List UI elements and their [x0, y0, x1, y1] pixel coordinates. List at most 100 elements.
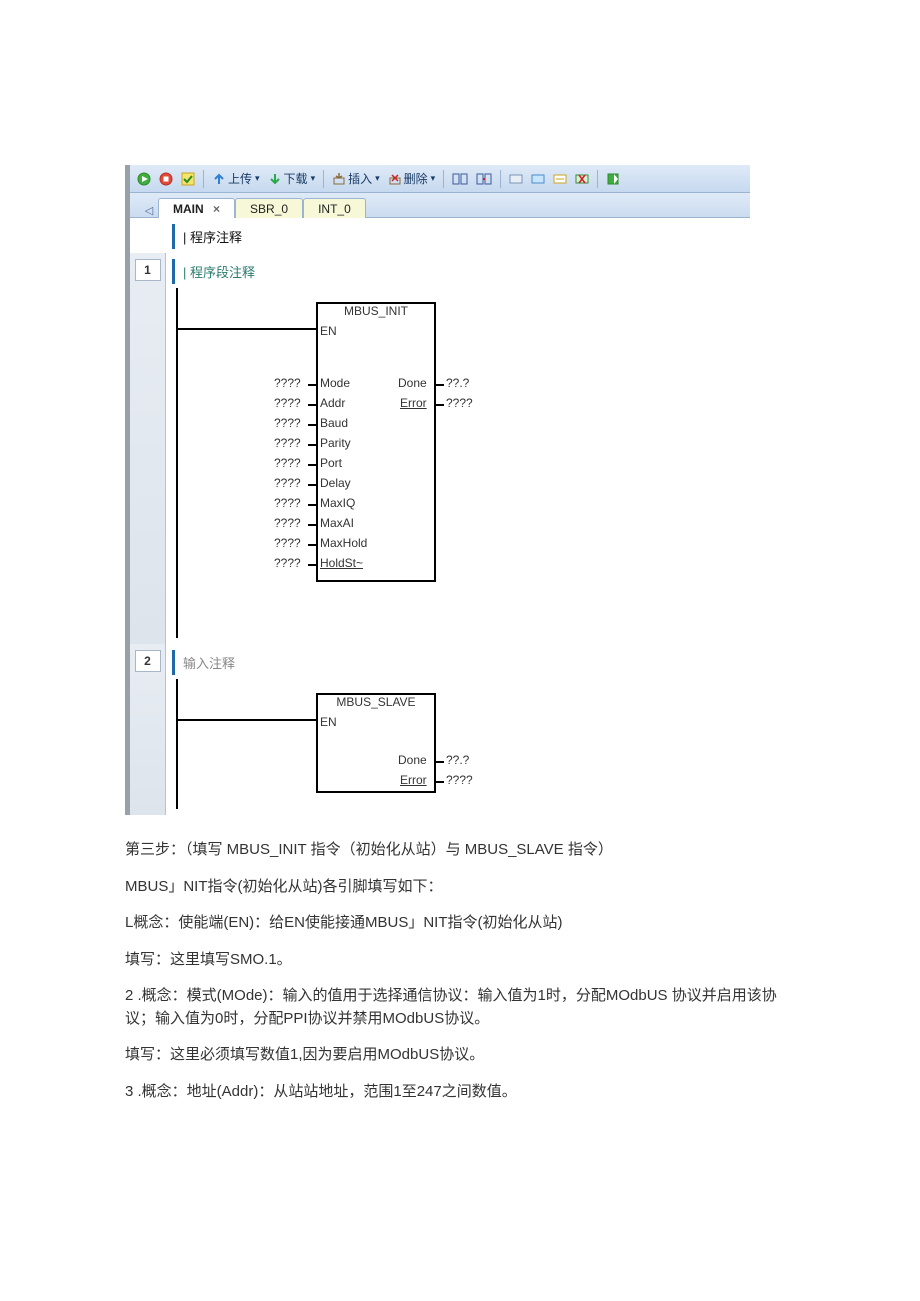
- doc-p2: MBUS」NIT指令(初始化从站)各引脚填写如下：: [125, 876, 800, 899]
- pin-label: MaxAI: [320, 516, 354, 530]
- pin-label: Delay: [320, 476, 351, 490]
- pin-stub: [308, 404, 316, 406]
- network-gutter: 1: [130, 253, 166, 644]
- download-label: 下载: [284, 170, 308, 187]
- pin-label: HoldSt~: [320, 556, 363, 570]
- pin-label: Error: [400, 773, 427, 787]
- doc-p7: 3 .概念：地址(Addr)：从站站地址，范围1至247之间数值。: [125, 1081, 800, 1104]
- run-icon[interactable]: [134, 168, 154, 190]
- doc-p1: 第三步：（填写 MBUS_INIT 指令（初始化从站）与 MBUS_SLAVE …: [125, 839, 800, 862]
- close-icon[interactable]: ×: [213, 202, 220, 216]
- pin-stub: [308, 424, 316, 426]
- network-number: 2: [135, 650, 161, 672]
- pin-value[interactable]: ????: [446, 773, 473, 787]
- pin-value[interactable]: ????: [274, 416, 301, 430]
- tab-sbr0[interactable]: SBR_0: [235, 198, 303, 218]
- ladder-editor: | 程序注释 1 | 程序段注释 MBUS_INIT EN: [130, 224, 750, 815]
- program-comment[interactable]: | 程序注释: [172, 224, 750, 249]
- pin-value[interactable]: ????: [274, 476, 301, 490]
- pin-value[interactable]: ????: [446, 396, 473, 410]
- pin-stub: [436, 761, 444, 763]
- insert-label: 插入: [348, 170, 372, 187]
- pin-label: Mode: [320, 376, 350, 390]
- page-root: 上传 ▾ 下载 ▾ 插入 ▾ 删除 ▾: [0, 0, 920, 1157]
- toolbar-separator: [203, 170, 204, 188]
- toolbar-separator: [443, 170, 444, 188]
- block-title: MBUS_INIT: [318, 304, 434, 318]
- dropdown-icon[interactable]: ▾: [311, 173, 316, 184]
- delete-label: 删除: [404, 170, 428, 187]
- pin-stub: [308, 504, 316, 506]
- pin-label: Port: [320, 456, 342, 470]
- tool-icon-d[interactable]: [528, 168, 548, 190]
- insert-button[interactable]: 插入 ▾: [329, 168, 383, 190]
- tab-sbr0-label: SBR_0: [250, 202, 288, 216]
- wire: [178, 328, 316, 330]
- pin-label: Done: [398, 753, 427, 767]
- tab-main-label: MAIN: [173, 202, 204, 216]
- pin-en: EN: [320, 324, 337, 338]
- rung-1[interactable]: MBUS_INIT EN ???? Mode ???? Addr: [166, 288, 750, 638]
- download-button[interactable]: 下载 ▾: [265, 168, 319, 190]
- tool-icon-g[interactable]: [603, 168, 623, 190]
- tab-main[interactable]: MAIN ×: [158, 198, 235, 218]
- scroll-left-icon[interactable]: ◁: [140, 204, 158, 217]
- doc-p5: 2 .概念：模式(MOde)：输入的值用于选择通信协议：输入值为1时，分配MOd…: [125, 985, 800, 1030]
- block-title: MBUS_SLAVE: [318, 695, 434, 709]
- pin-value[interactable]: ????: [274, 516, 301, 530]
- stop-icon[interactable]: [156, 168, 176, 190]
- pin-label: MaxHold: [320, 536, 367, 550]
- pin-en: EN: [320, 715, 337, 729]
- pin-value[interactable]: ????: [274, 396, 301, 410]
- pin-stub: [436, 781, 444, 783]
- left-power-rail: [176, 679, 178, 809]
- wire: [178, 719, 316, 721]
- pin-stub: [308, 484, 316, 486]
- tab-int0-label: INT_0: [318, 202, 351, 216]
- tool-icon-e[interactable]: [550, 168, 570, 190]
- pin-stub: [308, 564, 316, 566]
- segment-comment[interactable]: | 程序段注释: [172, 259, 750, 284]
- pin-value[interactable]: ??.?: [446, 376, 469, 390]
- delete-button[interactable]: 删除 ▾: [385, 168, 439, 190]
- pin-value[interactable]: ????: [274, 556, 301, 570]
- pin-label: Done: [398, 376, 427, 390]
- editor-toolbar: 上传 ▾ 下载 ▾ 插入 ▾ 删除 ▾: [130, 165, 750, 193]
- pin-value[interactable]: ????: [274, 456, 301, 470]
- pin-label: MaxIQ: [320, 496, 355, 510]
- pin-stub: [436, 384, 444, 386]
- pin-stub: [308, 524, 316, 526]
- pin-stub: [308, 464, 316, 466]
- left-power-rail: [176, 288, 178, 638]
- doc-p4: 填写：这里填写SMO.1。: [125, 949, 800, 972]
- input-comment[interactable]: 输入注释: [172, 650, 750, 675]
- pin-value[interactable]: ??.?: [446, 753, 469, 767]
- dropdown-icon[interactable]: ▾: [431, 173, 436, 184]
- network-1: 1 | 程序段注释 MBUS_INIT EN: [130, 253, 750, 644]
- tool-icon-f[interactable]: [572, 168, 592, 190]
- toolbar-separator: [597, 170, 598, 188]
- pin-value[interactable]: ????: [274, 536, 301, 550]
- rung-2[interactable]: MBUS_SLAVE EN Done ??.? Error ????: [166, 679, 750, 809]
- pin-stub: [308, 384, 316, 386]
- toolbar-separator: [500, 170, 501, 188]
- pin-value[interactable]: ????: [274, 376, 301, 390]
- tool-icon-b[interactable]: [473, 168, 495, 190]
- document-text: 第三步：（填写 MBUS_INIT 指令（初始化从站）与 MBUS_SLAVE …: [125, 839, 800, 1103]
- doc-p3: L概念：使能端(EN)：给EN使能接通MBUS」NIT指令(初始化从站): [125, 912, 800, 935]
- pin-stub: [308, 444, 316, 446]
- pin-value[interactable]: ????: [274, 436, 301, 450]
- tool-icon-a[interactable]: [449, 168, 471, 190]
- dropdown-icon[interactable]: ▾: [375, 173, 380, 184]
- tool-icon-c[interactable]: [506, 168, 526, 190]
- upload-button[interactable]: 上传 ▾: [209, 168, 263, 190]
- toolbar-separator: [323, 170, 324, 188]
- editor-tabstrip: ◁ MAIN × SBR_0 INT_0: [130, 193, 750, 218]
- compile-icon[interactable]: [178, 168, 198, 190]
- dropdown-icon[interactable]: ▾: [255, 173, 260, 184]
- pin-label: Error: [400, 396, 427, 410]
- tab-int0[interactable]: INT_0: [303, 198, 366, 218]
- pin-value[interactable]: ????: [274, 496, 301, 510]
- pin-label: Parity: [320, 436, 351, 450]
- upload-label: 上传: [228, 170, 252, 187]
